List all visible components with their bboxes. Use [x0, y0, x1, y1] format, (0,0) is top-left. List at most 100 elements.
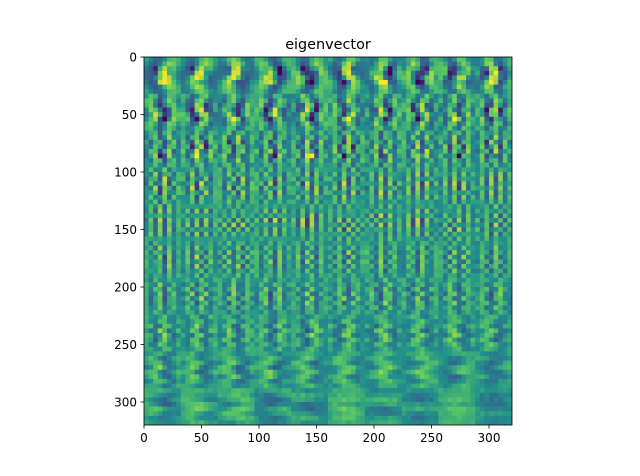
eigenface-tile — [438, 351, 476, 389]
eigenface-tile — [401, 93, 439, 131]
eigenface-tile — [438, 241, 476, 279]
eigenface-tile — [364, 167, 402, 205]
eigenface-tile — [180, 57, 218, 95]
eigenface-tile — [144, 130, 182, 168]
x-tick-label: 50 — [194, 431, 209, 445]
eigenface-tile — [328, 93, 366, 131]
eigenface-tile — [401, 130, 439, 168]
eigenface-tile — [144, 57, 182, 95]
eigenface-tile — [217, 351, 255, 389]
eigenface-tile — [475, 314, 512, 352]
eigenface-tile — [475, 93, 512, 131]
eigenface-tile — [438, 130, 476, 168]
eigenface-tile — [217, 93, 255, 131]
eigenface-tile — [438, 388, 476, 425]
y-tick-label: 100 — [114, 165, 137, 179]
eigenface-tile — [180, 277, 218, 315]
eigenface-tile — [328, 204, 366, 242]
eigenface-tile — [291, 57, 329, 95]
eigenface-tile — [438, 277, 476, 315]
eigenface-tile — [291, 314, 329, 352]
eigenface-tile — [144, 351, 182, 389]
eigenface-tile — [254, 130, 292, 168]
y-tick-label: 150 — [114, 223, 137, 237]
eigenface-tile — [180, 130, 218, 168]
plot-frame — [143, 56, 513, 426]
x-tick-label: 150 — [305, 431, 328, 445]
eigenface-tile — [291, 277, 329, 315]
eigenface-tile — [475, 130, 512, 168]
eigenface-tile — [364, 130, 402, 168]
eigenface-tile — [180, 204, 218, 242]
x-tick-label: 0 — [140, 431, 148, 445]
eigenface-tile — [401, 57, 439, 95]
eigenface-tile — [144, 314, 182, 352]
y-tick-label: 300 — [114, 395, 137, 409]
eigenface-tile — [217, 167, 255, 205]
eigenface-tile — [364, 388, 402, 425]
y-tick-label: 0 — [129, 50, 137, 64]
eigenface-tile — [254, 93, 292, 131]
eigenface-tile — [401, 167, 439, 205]
eigenface-tile — [364, 93, 402, 131]
eigenface-tile — [180, 241, 218, 279]
eigenface-tile — [328, 241, 366, 279]
eigenface-tile — [401, 314, 439, 352]
eigenface-tile — [180, 167, 218, 205]
eigenface-tile — [291, 241, 329, 279]
eigenface-tile — [328, 314, 366, 352]
eigenface-tile — [217, 277, 255, 315]
eigenface-tile — [254, 388, 292, 425]
x-tick-label: 250 — [420, 431, 443, 445]
eigenface-tile — [217, 314, 255, 352]
eigenface-tile — [291, 167, 329, 205]
eigenface-tile — [217, 130, 255, 168]
eigenface-tile — [217, 57, 255, 95]
y-tick-label: 250 — [114, 338, 137, 352]
eigenface-tile — [475, 57, 512, 95]
eigenface-tile — [144, 388, 182, 425]
eigenface-tile — [475, 351, 512, 389]
eigenface-tile — [401, 351, 439, 389]
x-tick-label: 200 — [363, 431, 386, 445]
eigenface-tile — [475, 241, 512, 279]
chart-title: eigenvector — [285, 37, 371, 53]
eigenface-tile — [475, 167, 512, 205]
eigenface-tile — [438, 167, 476, 205]
eigenface-tile — [364, 241, 402, 279]
eigenface-tile — [438, 57, 476, 95]
eigenface-tile — [217, 388, 255, 425]
eigenface-tile — [144, 277, 182, 315]
eigenface-tile — [328, 277, 366, 315]
x-axis: 0 50 100 150 200 250 300 — [140, 425, 500, 445]
eigenface-tile — [328, 351, 366, 389]
eigenface-tile — [254, 351, 292, 389]
eigenface-tile — [438, 204, 476, 242]
eigenface-tile — [364, 314, 402, 352]
eigenvector-tiles — [144, 57, 512, 425]
eigenface-tile — [475, 388, 512, 425]
eigenface-tile — [291, 351, 329, 389]
eigenface-tile — [364, 277, 402, 315]
eigenface-tile — [401, 241, 439, 279]
eigenface-tile — [144, 204, 182, 242]
eigenface-tile — [254, 314, 292, 352]
eigenface-tile — [475, 277, 512, 315]
eigenface-tile — [254, 57, 292, 95]
eigenface-tile — [217, 204, 255, 242]
eigenface-tile — [328, 167, 366, 205]
y-tick-label: 200 — [114, 280, 137, 294]
eigenface-tile — [328, 388, 366, 425]
eigenface-tile — [328, 57, 366, 95]
eigenface-tile — [364, 351, 402, 389]
eigenface-tile — [438, 93, 476, 131]
eigenface-tile — [254, 167, 292, 205]
eigenface-tile — [180, 314, 218, 352]
x-tick-label: 300 — [478, 431, 501, 445]
eigenface-tile — [180, 93, 218, 131]
eigenface-tile — [180, 351, 218, 389]
eigenface-tile — [475, 204, 512, 242]
eigenface-tile — [401, 277, 439, 315]
y-tick-label: 50 — [122, 108, 137, 122]
eigenface-tile — [254, 277, 292, 315]
